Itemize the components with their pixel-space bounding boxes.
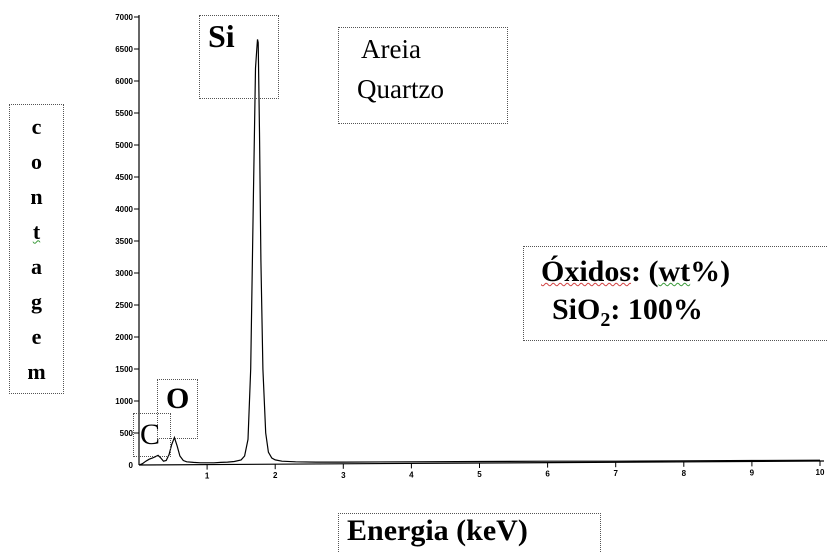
chart-axes [138, 15, 825, 466]
y-tick-label: 1500 [115, 365, 133, 374]
y-tick-label: 2500 [115, 301, 133, 310]
x-tick-label: 3 [341, 471, 346, 480]
oxides-word: Óxidos [541, 255, 632, 288]
y-tick-label: 5000 [115, 141, 133, 150]
y-tick-label: 3500 [115, 237, 133, 246]
y-axis-label-letter: m [27, 358, 46, 384]
c-peak-label: C [140, 418, 161, 451]
x-tick-label: 6 [545, 470, 550, 479]
compound-value: : 100% [610, 293, 703, 326]
x-tick-label: 2 [273, 471, 278, 480]
y-axis-label-letter: a [31, 253, 42, 279]
y-axis-label-letter: n [30, 183, 43, 209]
x-tick-label: 4 [409, 470, 414, 479]
compound-name: SiO [552, 293, 601, 326]
chart-title-line-2: Quartzo [357, 74, 444, 104]
x-tick-label: 7 [613, 469, 618, 478]
y-tick-label: 5500 [115, 109, 133, 118]
x-tick-label: 8 [682, 469, 687, 478]
y-axis-label-letter: c [31, 113, 42, 139]
spectrum-series-line [138, 39, 821, 466]
y-tick-label: 1000 [115, 397, 133, 406]
y-axis-label-letter: t [32, 218, 41, 244]
c-peak-label-box: C [133, 413, 171, 457]
x-axis-line [138, 460, 825, 466]
x-tick-label: 5 [477, 470, 482, 479]
chart-title-box: Areia Quartzo [338, 27, 508, 124]
x-tick-label: 1 [205, 472, 210, 481]
oxides-unit: wt [658, 255, 691, 288]
y-tick-label: 7000 [115, 13, 133, 22]
y-axis-label-letter: g [31, 288, 42, 314]
oxides-close: %) [690, 255, 731, 288]
x-axis-label: Energia (keV) [347, 514, 528, 547]
y-tick-label: 2000 [115, 333, 133, 342]
y-axis-ticks: 500 1000 1500 2000 2500 3000 3500 4000 4500 5000 5… [115, 13, 139, 470]
y-tick-label: 6000 [115, 77, 133, 86]
y-tick-label: 4000 [115, 205, 133, 214]
compound-subscript: 2 [600, 309, 611, 331]
chart-title-line-1: Areia [361, 34, 421, 64]
o-peak-label-box: O [157, 379, 198, 439]
y-tick-label: 500 [120, 429, 134, 438]
x-axis-label-box: Energia (keV) [338, 513, 601, 552]
oxides-value-line: SiO2: 100% [552, 293, 703, 332]
y-tick-label-zero: 0 [129, 461, 134, 470]
y-axis-label-letter: e [31, 323, 42, 349]
y-axis-label-letter: o [31, 148, 42, 174]
oxides-heading: Óxidos: (wt%) [541, 255, 730, 289]
y-tick-label: 4500 [115, 173, 133, 182]
si-peak-label-box: Si [199, 15, 279, 99]
o-peak-label: O [166, 382, 190, 415]
si-peak-label: Si [208, 18, 235, 54]
x-tick-label: 9 [750, 468, 755, 477]
y-tick-label: 3000 [115, 269, 133, 278]
x-tick-label: 10 [816, 468, 825, 477]
oxides-sep: : ( [631, 255, 659, 288]
oxides-annotation-box: Óxidos: (wt%) SiO2: 100% [523, 246, 827, 341]
y-tick-label: 6500 [115, 45, 133, 54]
x-axis-ticks: 1 2 3 4 5 6 7 8 9 10 [205, 461, 825, 481]
